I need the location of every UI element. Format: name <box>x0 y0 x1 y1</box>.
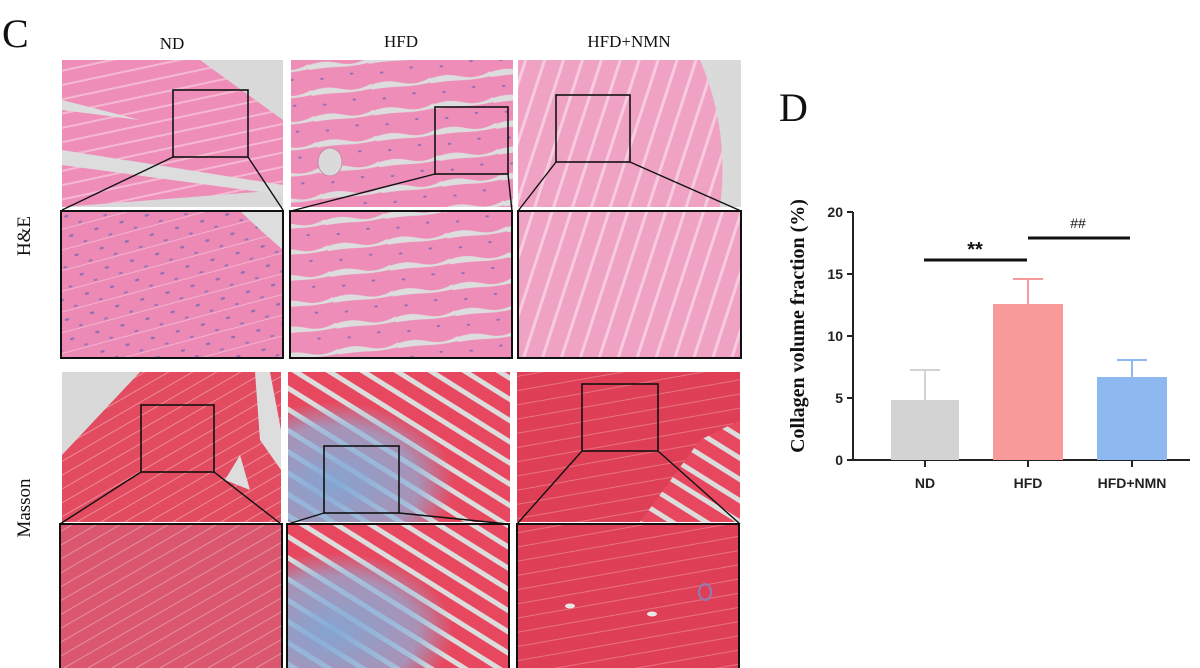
masson-nd-overview-image <box>59 372 282 525</box>
he-nd-overview-image <box>61 60 284 211</box>
masson-nmn-magnified-image <box>516 523 740 668</box>
column-label-hfd-nmn: HFD+NMN <box>587 32 671 51</box>
he-nmn-overview-image <box>517 60 742 212</box>
masson-hfd-magnified-image <box>286 523 510 668</box>
y-tick-20: 20 <box>827 204 843 220</box>
masson-nd-magnified-image <box>59 523 283 668</box>
sig-label-double-star: ** <box>967 239 983 261</box>
x-label-hfd-nmn: HFD+NMN <box>1098 475 1167 491</box>
bar-nd <box>891 369 959 460</box>
he-nd-magnified-image <box>60 210 284 359</box>
he-hfd-overview-image <box>290 60 513 212</box>
histology-grid <box>59 60 742 668</box>
masson-nmn-overview-image <box>516 372 741 525</box>
y-tick-5: 5 <box>835 390 843 406</box>
panel-d-letter: D <box>779 85 808 130</box>
collagen-bar-chart: Collagen volume fraction (%) 0 5 10 15 2… <box>787 199 1190 491</box>
column-label-hfd: HFD <box>383 32 418 51</box>
panel-c-letter: C <box>2 11 29 56</box>
column-label-nd: ND <box>159 34 185 53</box>
masson-hfd-overview-image <box>287 372 510 525</box>
y-tick-0: 0 <box>835 452 843 468</box>
y-ticks: 0 5 10 15 20 <box>827 204 853 468</box>
y-axis-label: Collagen volume fraction (%) <box>787 199 809 453</box>
bar-hfd <box>993 278 1063 460</box>
x-label-hfd: HFD <box>1014 475 1043 491</box>
sig-label-double-hash: ## <box>1070 215 1086 231</box>
y-tick-15: 15 <box>827 266 843 282</box>
significance-hfd-vs-nmn: ## <box>1028 215 1130 240</box>
he-hfd-magnified-image <box>289 210 513 359</box>
significance-nd-vs-hfd: ** <box>924 239 1027 262</box>
x-label-nd: ND <box>915 475 935 491</box>
he-nmn-magnified-image <box>517 210 742 359</box>
bar-hfd-nmn <box>1097 359 1167 460</box>
y-tick-10: 10 <box>827 328 843 344</box>
